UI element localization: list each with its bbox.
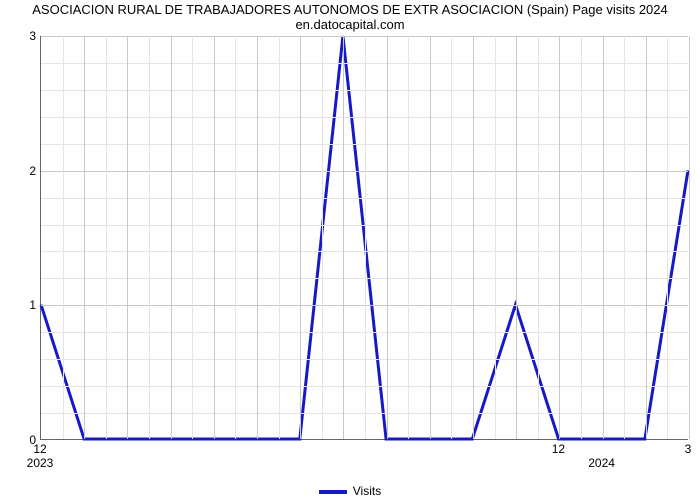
xgroup-label: 2024: [588, 456, 615, 470]
gridline-x-minor: [581, 36, 582, 439]
legend: Visits: [0, 484, 700, 498]
gridline-x-minor: [538, 36, 539, 439]
gridline-x-minor: [451, 36, 452, 439]
gridline-x-major: [257, 36, 258, 439]
xgroup-label: 2023: [27, 456, 54, 470]
ytick-label: 0: [6, 433, 36, 447]
gridline-x-minor: [365, 36, 366, 439]
gridline-x-minor: [235, 36, 236, 439]
gridline-x-major: [127, 36, 128, 439]
gridline-x-minor: [322, 36, 323, 439]
legend-label: Visits: [353, 484, 381, 498]
gridline-x-minor: [408, 36, 409, 439]
gridline-x-minor: [192, 36, 193, 439]
gridline-x-major: [300, 36, 301, 439]
ytick-label: 3: [6, 29, 36, 43]
ytick-label: 2: [6, 164, 36, 178]
plot-area: [40, 36, 688, 440]
chart-title-line1: ASOCIACION RURAL DE TRABAJADORES AUTONOM…: [0, 2, 700, 17]
gridline-x-major: [689, 36, 690, 439]
gridline-x-minor: [495, 36, 496, 439]
legend-swatch: [319, 490, 347, 494]
gridline-x-major: [343, 36, 344, 439]
xtick-label: 12: [33, 442, 46, 456]
gridline-x-minor: [624, 36, 625, 439]
gridline-x-minor: [667, 36, 668, 439]
ytick-label: 1: [6, 298, 36, 312]
gridline-x-major: [171, 36, 172, 439]
gridline-x-major: [387, 36, 388, 439]
gridline-x-major: [430, 36, 431, 439]
xtick-label: 3: [685, 442, 692, 456]
gridline-x-major: [473, 36, 474, 439]
gridline-x-major: [214, 36, 215, 439]
gridline-x-major: [84, 36, 85, 439]
xtick-label: 12: [552, 442, 565, 456]
gridline-x-major: [603, 36, 604, 439]
gridline-x-major: [516, 36, 517, 439]
gridline-x-major: [559, 36, 560, 439]
gridline-x-minor: [149, 36, 150, 439]
gridline-x-minor: [279, 36, 280, 439]
chart-title-line2: en.datocapital.com: [0, 17, 700, 32]
gridline-x-major: [646, 36, 647, 439]
gridline-x-minor: [106, 36, 107, 439]
gridline-x-minor: [63, 36, 64, 439]
